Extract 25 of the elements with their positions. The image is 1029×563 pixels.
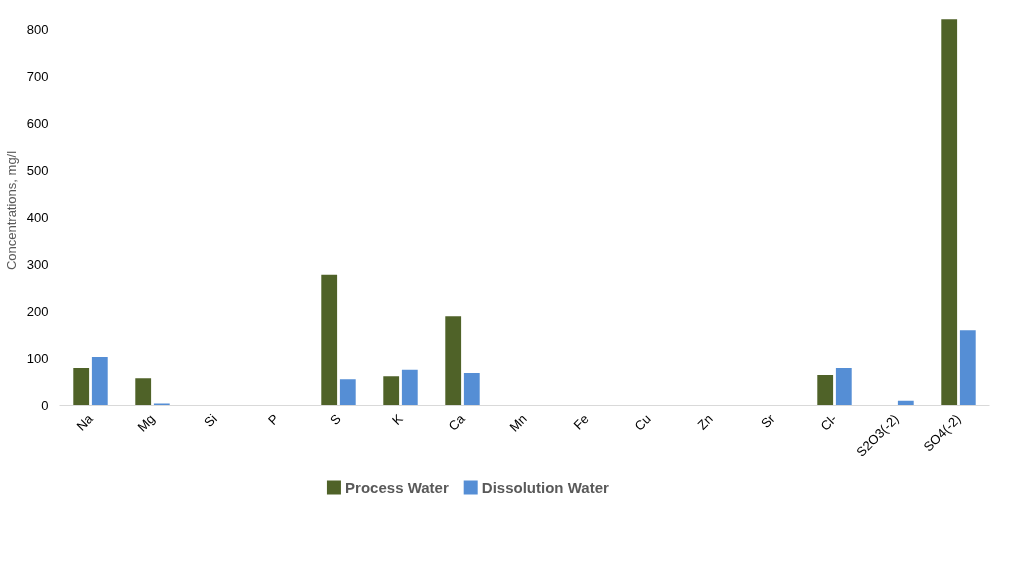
y-tick-label: 0	[41, 398, 49, 413]
x-tick-label: P	[265, 411, 282, 428]
x-tick-label: Si	[201, 411, 220, 430]
y-tick-label: 600	[26, 116, 49, 132]
y-tick-label: 800	[26, 22, 49, 38]
y-axis-title: Concentrations, mg/l	[3, 150, 19, 271]
x-tick-label: Fe	[570, 411, 592, 433]
x-tick-label: Sr	[758, 410, 779, 431]
x-tick-label: Mg	[134, 411, 158, 435]
y-tick-label: 500	[26, 163, 49, 179]
x-tick-label: Cu	[631, 411, 654, 434]
legend-label: Dissolution Water	[481, 479, 609, 496]
x-tick-label: K	[389, 410, 407, 428]
x-tick-label: Zn	[694, 411, 716, 433]
y-tick-label: 200	[26, 304, 49, 320]
x-tick-label: S	[327, 410, 345, 428]
y-tick-label: 700	[26, 69, 49, 85]
y-tick-label: 100	[26, 351, 49, 367]
legend-label: Process Water	[345, 479, 449, 496]
y-tick-label: 400	[26, 210, 49, 226]
x-tick-label: Mn	[506, 411, 530, 435]
y-tick-label: 300	[26, 257, 49, 273]
x-tick-label: Cl-	[817, 411, 840, 434]
x-tick-label: Ca	[445, 410, 469, 434]
x-tick-label: Na	[73, 410, 97, 434]
